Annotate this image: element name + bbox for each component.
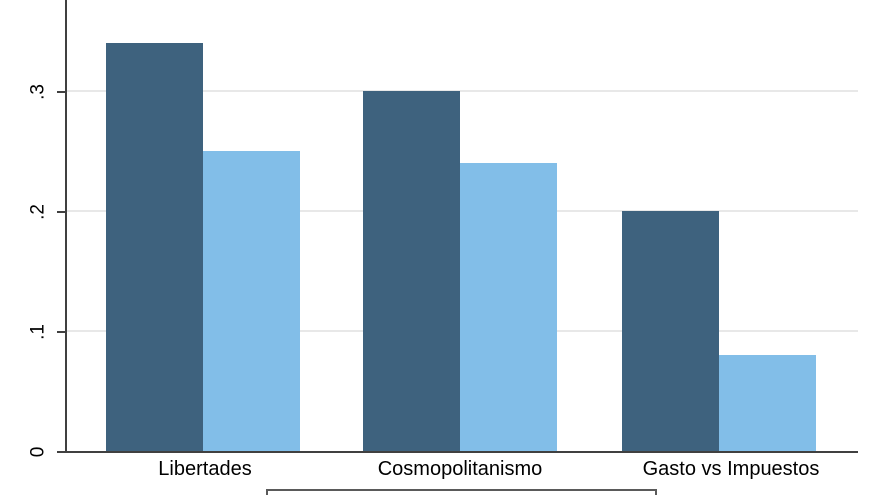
y-tick-mark [57, 331, 65, 333]
gridline-y-3 [67, 90, 858, 92]
bar-series-light-blue-2 [718, 355, 816, 451]
x-category-label-1: Cosmopolitanismo [377, 458, 543, 480]
x-category-label-2: Gasto vs Impuestos [642, 458, 820, 480]
bar-series-dark-blue-1 [362, 91, 460, 451]
bar-series-light-blue-1 [459, 163, 557, 451]
legend-box [266, 489, 657, 495]
y-axis-line [65, 0, 67, 453]
y-tick-mark [57, 211, 65, 213]
bar-series-light-blue-0 [202, 151, 300, 451]
bar-series-dark-blue-2 [621, 211, 719, 451]
bar-series-dark-blue-0 [105, 43, 203, 451]
y-tick-mark [57, 91, 65, 93]
x-category-label-0: Libertades [158, 458, 252, 480]
x-axis-line [65, 451, 858, 453]
y-tick-mark [57, 451, 65, 453]
